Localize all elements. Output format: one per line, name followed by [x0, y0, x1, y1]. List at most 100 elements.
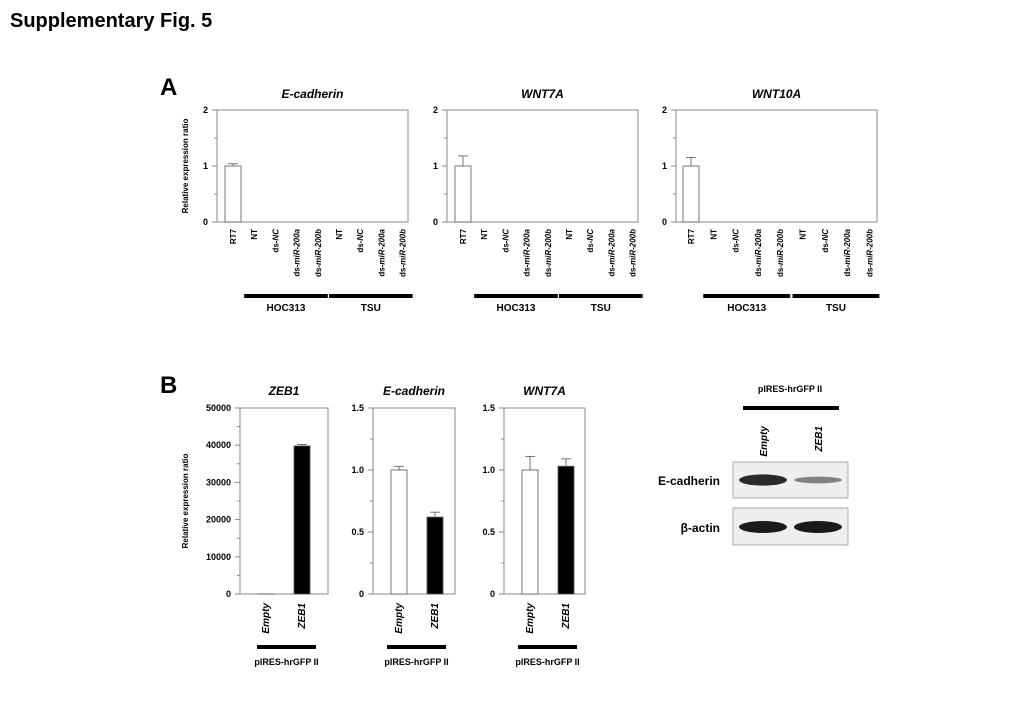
- plot-frame: [216, 109, 409, 223]
- y-tick-label: 1: [662, 161, 667, 171]
- y-tick-label: 0: [203, 217, 208, 227]
- y-axis-label: Relative expression ratio: [181, 454, 190, 549]
- y-tick-label: 0: [490, 589, 495, 599]
- y-tick-label: 0: [226, 589, 231, 599]
- plot-frame: [239, 407, 329, 595]
- group-label: TSU: [826, 303, 846, 314]
- y-tick-label: 30000: [206, 477, 231, 487]
- group-label: pIRES-hrGFP II: [254, 657, 318, 667]
- category-label: ds-NC: [271, 229, 280, 253]
- panel-b-label: B: [160, 372, 178, 399]
- category-label: ds-miR-200b: [544, 229, 553, 277]
- category-label: ds-miR-200a: [754, 228, 763, 276]
- bar: [293, 445, 311, 595]
- chart-title: WNT7A: [523, 384, 566, 398]
- y-tick-label: 1.5: [351, 403, 364, 413]
- category-label: ds-miR-200a: [523, 228, 532, 276]
- category-label: NT: [335, 229, 344, 240]
- category-label: NT: [709, 229, 718, 240]
- y-tick-label: 1.5: [482, 403, 495, 413]
- category-label: Empty: [261, 603, 272, 634]
- category-label: NT: [250, 229, 259, 240]
- category-label: ds-NC: [356, 229, 365, 253]
- blot-band: [794, 521, 842, 533]
- category-label: ds-miR-200a: [377, 228, 386, 276]
- y-tick-label: 2: [203, 105, 208, 115]
- bar: [224, 165, 242, 223]
- y-tick-label: 0: [359, 589, 364, 599]
- category-label: NT: [480, 229, 489, 240]
- chart-title: E-cadherin: [281, 87, 343, 101]
- y-tick-label: 50000: [206, 403, 231, 413]
- bar: [426, 516, 444, 595]
- category-label: ds-NC: [586, 229, 595, 253]
- category-label: ds-NC: [732, 229, 741, 253]
- category-label: Empty: [525, 603, 536, 634]
- chart-title: WNT7A: [521, 87, 564, 101]
- y-tick-label: 0: [433, 217, 438, 227]
- category-label: NT: [799, 229, 808, 240]
- category-label: RT7: [229, 228, 238, 244]
- chart-4: ZEB1 0 10000 20000 30000 40000 50000 Relative e…: [181, 384, 329, 667]
- group-label: TSU: [591, 303, 611, 314]
- y-tick-label: 10000: [206, 552, 231, 562]
- plot-frame: [675, 109, 878, 223]
- y-tick-label: 1.0: [351, 465, 364, 475]
- group-label: HOC313: [267, 303, 306, 314]
- group-label: TSU: [361, 303, 381, 314]
- chart-5: E-cadherin 0 0.5 1.0 1.5 Empty ZEB1 pIRES-hrGFP…: [351, 384, 456, 667]
- category-label: ds-miR-200b: [314, 229, 323, 277]
- y-axis-label: Relative expression ratio: [181, 119, 190, 214]
- bar: [682, 165, 700, 223]
- chart-title: WNT10A: [752, 87, 801, 101]
- chart-1: E-cadherin 0 1 2 Relative expression ratio RT…: [181, 87, 413, 314]
- category-label: ds-miR-200b: [629, 229, 638, 277]
- category-label: NT: [565, 229, 574, 240]
- y-tick-label: 2: [662, 105, 667, 115]
- panel-a-label: A: [160, 74, 178, 101]
- chart-6: WNT7A 0 0.5 1.0 1.5 Empty ZEB1 pIRES-hrGFP II: [482, 384, 586, 667]
- figure-title: Supplementary Fig. 5: [10, 10, 213, 32]
- y-tick-label: 0.5: [482, 527, 495, 537]
- bar: [521, 469, 539, 595]
- category-label: ds-miR-200a: [607, 228, 616, 276]
- y-tick-label: 1.0: [482, 465, 495, 475]
- category-label: ZEB1: [297, 603, 308, 630]
- western-blot: pIRES-hrGFP II Empty ZEB1 E-cadherin β-actin: [658, 384, 849, 546]
- chart-title: ZEB1: [268, 384, 300, 398]
- category-label: ds-miR-200a: [843, 228, 852, 276]
- blot-header: pIRES-hrGFP II: [758, 384, 822, 394]
- y-tick-label: 1: [433, 161, 438, 171]
- bar: [557, 465, 575, 595]
- category-label: Empty: [394, 603, 405, 634]
- blot-lane-label: Empty: [759, 426, 770, 457]
- blot-band: [794, 476, 842, 484]
- y-tick-label: 0: [662, 217, 667, 227]
- category-label: ds-miR-200a: [293, 228, 302, 276]
- blot-row-label: β-actin: [681, 521, 720, 535]
- y-tick-label: 0.5: [351, 527, 364, 537]
- blot-band: [739, 521, 787, 533]
- bar: [390, 469, 408, 595]
- category-label: ds-NC: [501, 229, 510, 253]
- y-tick-label: 1: [203, 161, 208, 171]
- category-label: ds-miR-200b: [865, 229, 874, 277]
- y-tick-label: 40000: [206, 440, 231, 450]
- group-label: HOC313: [497, 303, 536, 314]
- blot-row-label: E-cadherin: [658, 474, 720, 488]
- category-label: RT7: [687, 228, 696, 244]
- y-tick-label: 2: [433, 105, 438, 115]
- bar: [454, 165, 472, 223]
- category-label: ZEB1: [430, 603, 441, 630]
- blot-band: [739, 474, 787, 486]
- plot-frame: [446, 109, 639, 223]
- group-label: pIRES-hrGFP II: [515, 657, 579, 667]
- chart-title: E-cadherin: [383, 384, 445, 398]
- chart-2: WNT7A 0 1 2 RT7 NT ds-NC ds-miR-200a ds-miR-200b…: [433, 87, 643, 314]
- y-tick-label: 20000: [206, 515, 231, 525]
- category-label: ds-miR-200b: [399, 229, 408, 277]
- blot-lane-label: ZEB1: [814, 426, 825, 453]
- category-label: ds-miR-200b: [776, 229, 785, 277]
- category-label: ds-NC: [821, 229, 830, 253]
